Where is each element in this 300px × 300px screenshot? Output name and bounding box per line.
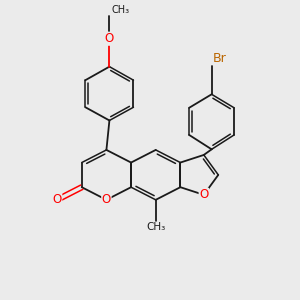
Text: CH₃: CH₃ bbox=[146, 222, 165, 233]
Text: O: O bbox=[199, 188, 208, 201]
Text: Br: Br bbox=[213, 52, 227, 65]
Text: O: O bbox=[52, 193, 62, 206]
Text: CH₃: CH₃ bbox=[112, 5, 130, 15]
Text: O: O bbox=[102, 193, 111, 206]
Text: O: O bbox=[105, 32, 114, 45]
